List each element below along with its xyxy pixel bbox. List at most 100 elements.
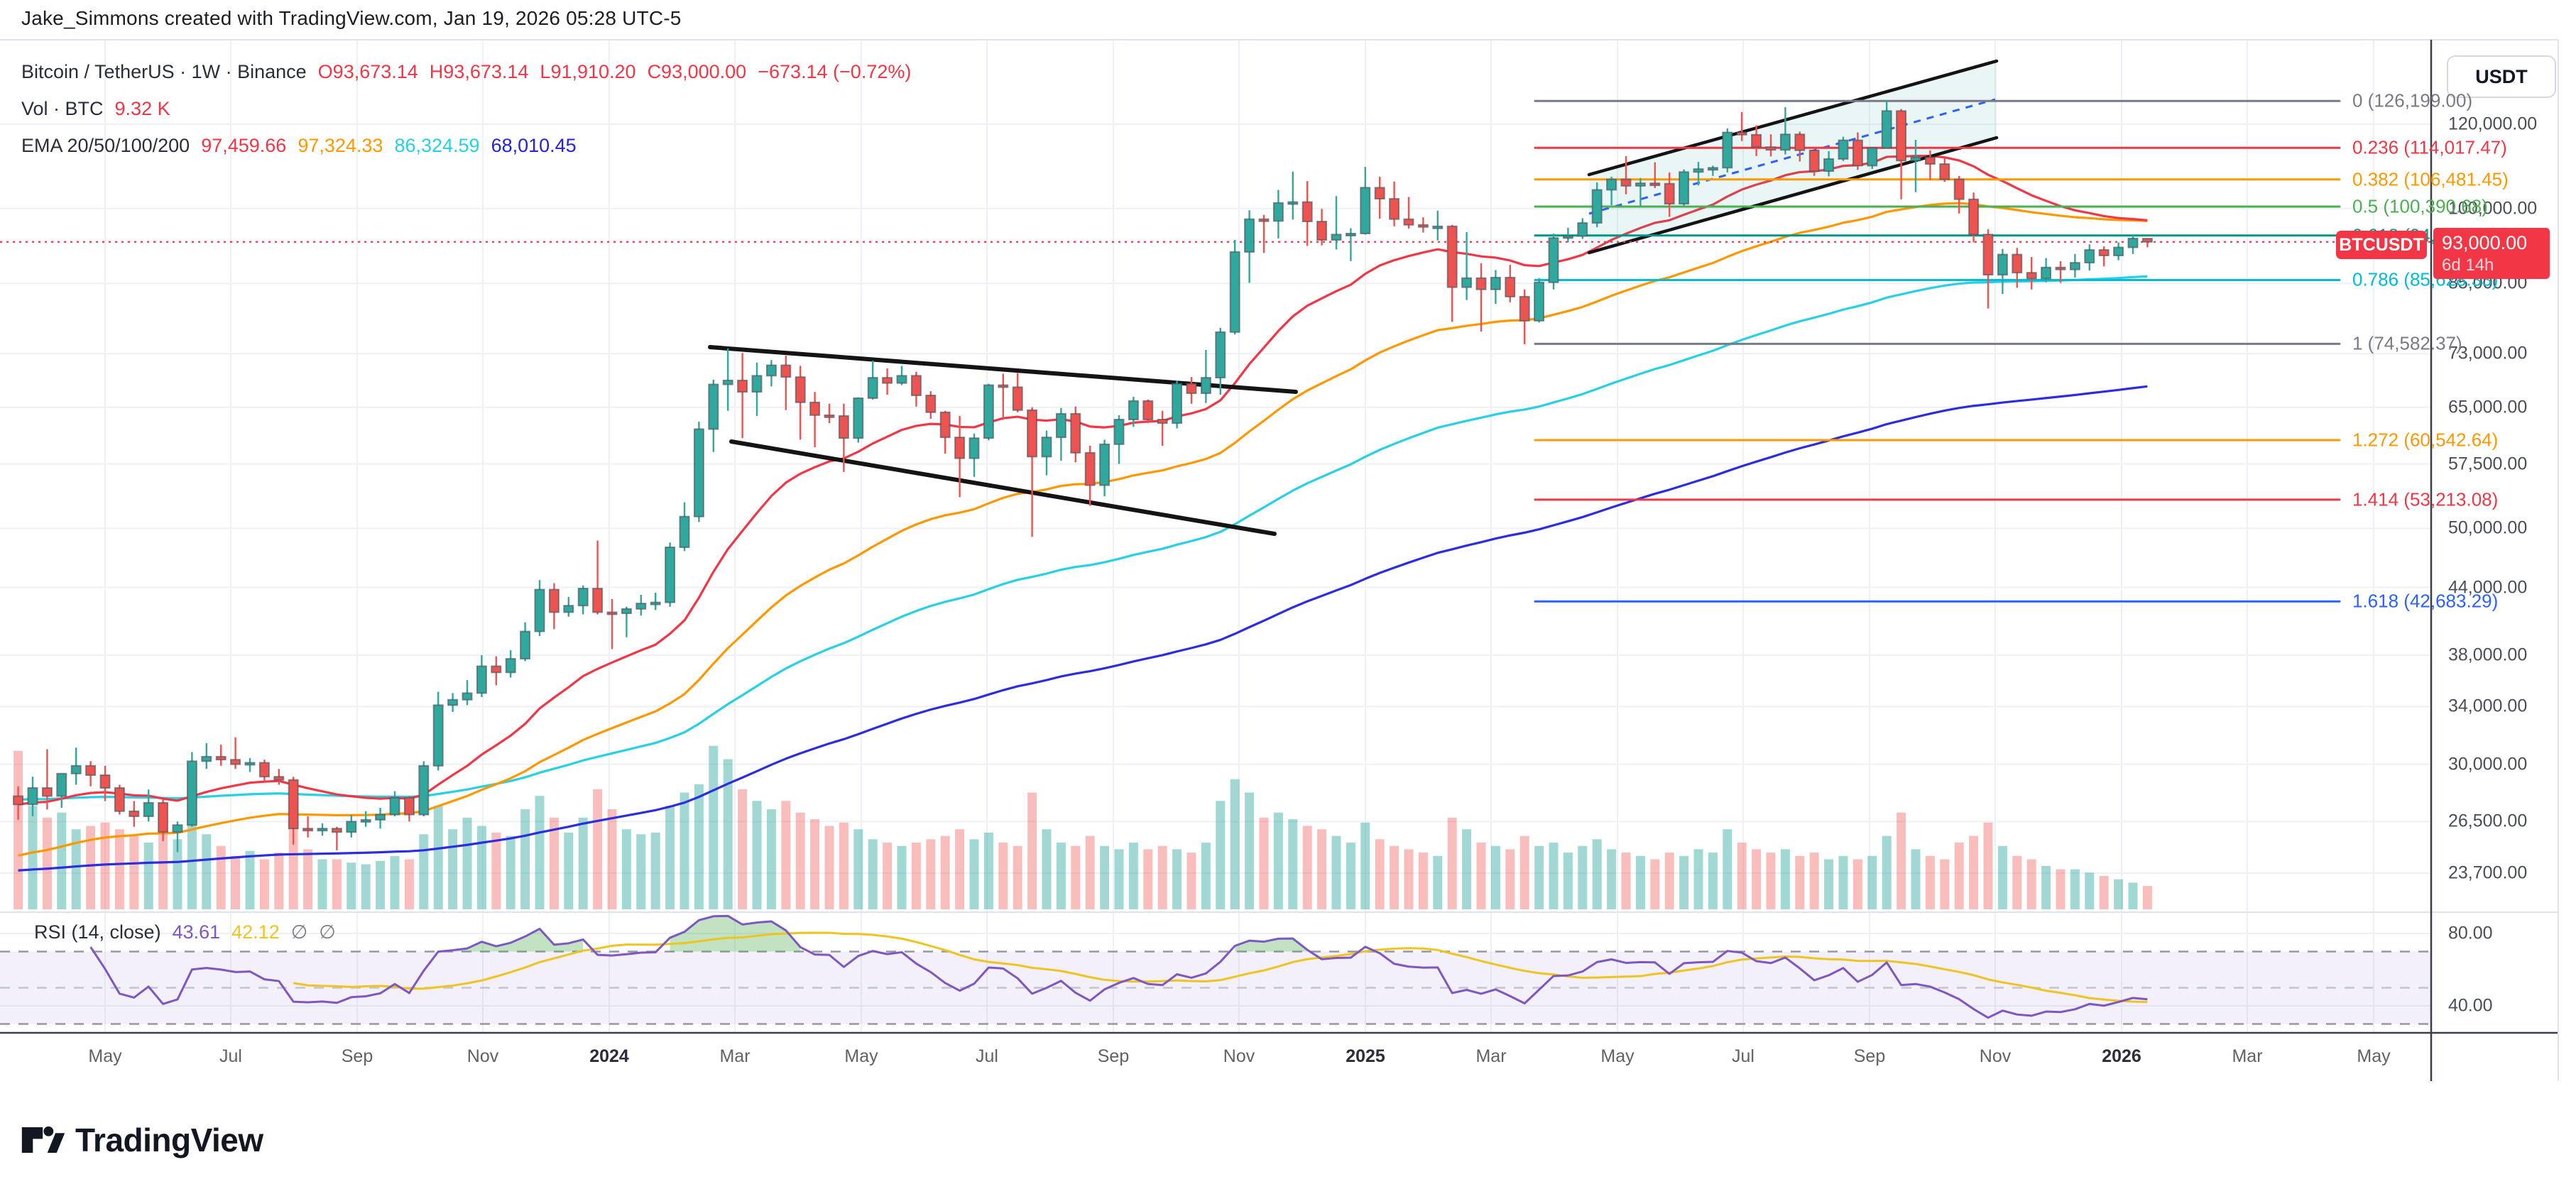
volume-bar: [2099, 876, 2109, 909]
candle-body: [534, 588, 545, 632]
price-tick-label[interactable]: 23,700.00: [2448, 862, 2528, 883]
price-tick-label[interactable]: 100,000.00: [2448, 198, 2538, 219]
time-tick-label[interactable]: Jul: [976, 1046, 998, 1066]
tradingview-logo[interactable]: TradingView: [21, 1120, 263, 1160]
candle-body: [1982, 234, 1994, 276]
volume-bar: [766, 809, 776, 909]
trendline-1[interactable]: [708, 345, 1298, 394]
volume-label[interactable]: Vol · BTC: [21, 98, 104, 119]
candle-body: [1345, 233, 1356, 237]
price-tick-label[interactable]: 120,000.00: [2448, 114, 2538, 134]
volume-bar: [1433, 855, 1443, 909]
rsi-tick-label[interactable]: 80.00: [2448, 923, 2493, 943]
candle-body: [1968, 198, 1980, 236]
last-price-badge[interactable]: 93,000.00 6d 14h: [2433, 228, 2550, 279]
price-tick-label[interactable]: 30,000.00: [2448, 754, 2528, 774]
symbol-legend[interactable]: Bitcoin / TetherUS · 1W · Binance O93,67…: [21, 61, 911, 83]
ema-legend[interactable]: EMA 20/50/100/200 97,459.66 97,324.33 86…: [21, 135, 577, 157]
volume-bar: [2114, 879, 2124, 909]
candle-body: [1867, 147, 1878, 167]
currency-toggle-button[interactable]: USDT: [2447, 55, 2556, 98]
time-tick-label[interactable]: Nov: [466, 1046, 499, 1066]
price-tick-label[interactable]: 26,500.00: [2448, 811, 2528, 831]
trendline-2[interactable]: [729, 439, 1277, 536]
volume-bar: [2012, 855, 2022, 909]
rsi-legend[interactable]: RSI (14, close) 43.61 42.12 ∅ ∅: [34, 921, 336, 943]
time-tick-label[interactable]: Mar: [2232, 1046, 2263, 1066]
volume-bar: [1476, 843, 1486, 909]
price-tick-label[interactable]: 44,000.00: [2448, 577, 2528, 598]
candle-body: [548, 588, 560, 613]
volume-bar: [1752, 849, 1762, 909]
symbol-price-flag[interactable]: BTCUSDT: [2336, 231, 2427, 259]
time-tick-label[interactable]: Jul: [219, 1046, 242, 1066]
volume-bar: [346, 862, 356, 909]
price-tick-label[interactable]: 57,500.00: [2448, 454, 2528, 473]
ema-label[interactable]: EMA 20/50/100/200: [21, 135, 190, 156]
price-tick-label[interactable]: 73,000.00: [2448, 343, 2528, 363]
volume-bar: [1418, 853, 1428, 909]
channel-upper-line[interactable]: [1587, 59, 1999, 177]
time-tick-label[interactable]: May: [88, 1046, 122, 1066]
candle-body: [2098, 249, 2110, 256]
price-tick-label[interactable]: 50,000.00: [2448, 517, 2528, 538]
rsi-ma-value: 42.12: [231, 921, 280, 943]
candle-body: [172, 824, 183, 833]
candle-body: [824, 414, 835, 418]
volume-bar: [2056, 869, 2065, 909]
candle-body: [708, 383, 719, 430]
time-tick-label[interactable]: Sep: [1097, 1046, 1130, 1066]
volume-bar: [129, 835, 139, 909]
volume-bar: [419, 834, 429, 909]
volume-bar: [1838, 855, 1848, 909]
volume-bar: [520, 809, 530, 909]
time-tick-label[interactable]: Mar: [719, 1046, 751, 1066]
volume-bar: [2142, 886, 2152, 909]
bar-countdown: 6d 14h: [2442, 256, 2494, 275]
price-tick-label[interactable]: 65,000.00: [2448, 397, 2528, 417]
volume-bar: [738, 789, 748, 909]
time-tick-label[interactable]: Mar: [1475, 1046, 1507, 1066]
volume-bar: [71, 829, 81, 909]
candle-body: [403, 796, 415, 816]
rsi-tick-label[interactable]: 40.00: [2448, 995, 2493, 1016]
volume-bar: [1650, 859, 1660, 909]
candle-body: [1157, 419, 1168, 424]
candle-body: [258, 762, 270, 778]
volume-bar: [1259, 817, 1269, 909]
volume-bar: [1013, 845, 1022, 909]
volume-bar: [317, 859, 327, 909]
candle-body: [939, 411, 951, 439]
time-tick-label[interactable]: Sep: [1853, 1046, 1886, 1066]
time-tick-label[interactable]: 2026: [2102, 1046, 2141, 1066]
volume-bar: [303, 849, 313, 909]
volume-bar: [1867, 855, 1877, 909]
candle-body: [230, 759, 241, 765]
volume-bar: [1216, 801, 1226, 909]
volume-legend[interactable]: Vol · BTC 9.32 K: [21, 98, 170, 120]
time-tick-label[interactable]: May: [2357, 1046, 2391, 1066]
channel-midline-dashed[interactable]: [1588, 98, 1996, 215]
time-tick-label[interactable]: 2025: [1346, 1046, 1385, 1066]
time-tick-label[interactable]: Nov: [1223, 1046, 1255, 1066]
fib-level-label: 0.382 (106,481.45): [2352, 168, 2509, 190]
volume-bar: [376, 860, 386, 909]
rsi-label[interactable]: RSI (14, close): [34, 921, 161, 943]
volume-bar: [810, 819, 820, 909]
volume-bar: [1635, 855, 1645, 909]
time-tick-label[interactable]: Nov: [1979, 1046, 2012, 1066]
price-tick-label[interactable]: 38,000.00: [2448, 645, 2528, 665]
time-tick-label[interactable]: Sep: [341, 1046, 373, 1066]
candle-body: [1620, 178, 1632, 187]
ema200-value: 68,010.45: [491, 135, 577, 156]
price-tick-label[interactable]: 34,000.00: [2448, 696, 2528, 716]
time-tick-label[interactable]: May: [1600, 1046, 1634, 1066]
candle-body: [41, 787, 53, 797]
time-tick-label[interactable]: Jul: [1732, 1046, 1754, 1066]
tradingview-logo-icon: [21, 1126, 65, 1153]
candle-body: [2113, 246, 2124, 256]
symbol-title[interactable]: Bitcoin / TetherUS · 1W · Binance: [21, 61, 307, 82]
time-tick-label[interactable]: May: [844, 1046, 878, 1066]
time-tick-label[interactable]: 2024: [589, 1046, 629, 1066]
